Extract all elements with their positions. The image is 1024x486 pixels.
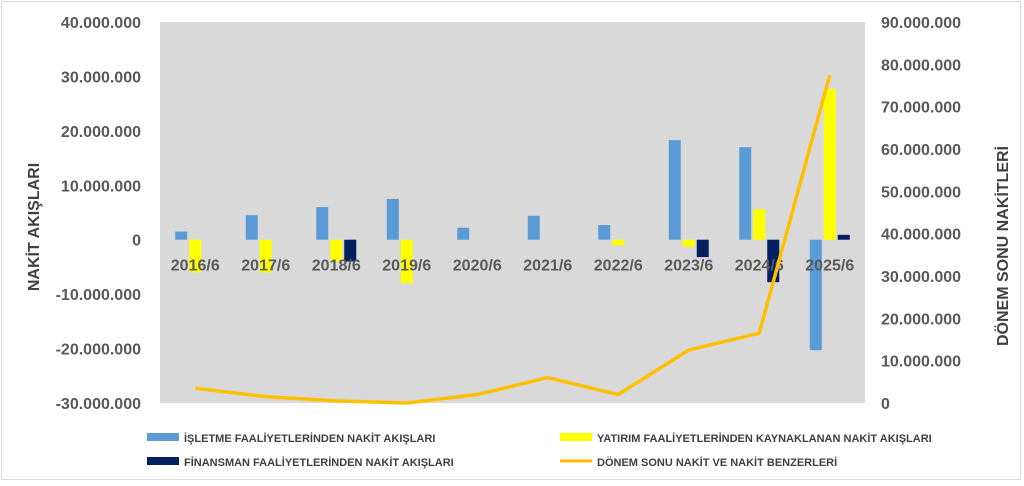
category-label: 2024/6 bbox=[735, 258, 784, 275]
right-tick-label: 40.000.000 bbox=[881, 227, 961, 244]
bar-series-0-9 bbox=[809, 239, 822, 351]
bars-group bbox=[175, 88, 850, 351]
bar-series-2-9 bbox=[837, 234, 850, 240]
category-label: 2021/6 bbox=[523, 258, 572, 275]
legend-label-financing: FİNANSMAN FAALİYETLERİNDEN NAKİT AKIŞLAR… bbox=[184, 456, 454, 469]
legend-label-cash-line: DÖNEM SONU NAKİT VE NAKİT BENZERLERİ bbox=[597, 456, 837, 469]
bar-series-1-3 bbox=[400, 239, 413, 284]
bar-series-2-2 bbox=[344, 239, 357, 262]
left-tick-label: 0 bbox=[132, 233, 141, 250]
left-tick-label: 20.000.000 bbox=[61, 124, 141, 141]
bar-series-0-6 bbox=[598, 225, 611, 240]
right-axis-title: DÖNEM SONU NAKİTLERİ bbox=[993, 146, 1012, 346]
bar-series-1-0 bbox=[189, 239, 202, 273]
right-tick-label: 60.000.000 bbox=[881, 142, 961, 159]
right-axis-ticks: 90.000.000 80.000.000 70.000.000 60.000.000… bbox=[881, 15, 961, 413]
left-tick-label: 40.000.000 bbox=[61, 15, 141, 32]
bar-series-0-8 bbox=[739, 147, 752, 240]
legend-swatch-financing bbox=[147, 457, 179, 465]
bar-series-1-2 bbox=[330, 239, 343, 262]
right-tick-label: 10.000.000 bbox=[881, 354, 961, 371]
bar-series-0-7 bbox=[668, 140, 681, 240]
category-label: 2016/6 bbox=[171, 258, 220, 275]
cash-line bbox=[195, 74, 832, 405]
bar-series-0-3 bbox=[386, 198, 399, 240]
bar-series-0-2 bbox=[316, 207, 329, 240]
left-tick-label: -10.000.000 bbox=[56, 287, 142, 304]
left-tick-label: -20.000.000 bbox=[56, 342, 142, 359]
left-tick-label: -30.000.000 bbox=[56, 396, 142, 413]
bar-series-1-6 bbox=[612, 239, 625, 246]
right-tick-label: 50.000.000 bbox=[881, 184, 961, 201]
right-tick-label: 70.000.000 bbox=[881, 100, 961, 117]
left-axis-title: NAKİT AKIŞLARI bbox=[25, 163, 43, 291]
right-tick-label: 30.000.000 bbox=[881, 269, 961, 286]
bar-series-1-8 bbox=[753, 209, 766, 240]
legend-swatch-investing bbox=[560, 433, 592, 441]
left-axis-ticks: 40.000.000 30.000.000 20.000.000 10.000.000… bbox=[56, 15, 142, 413]
bar-series-0-0 bbox=[175, 231, 188, 240]
right-tick-label: 0 bbox=[881, 396, 890, 413]
category-label: 2022/6 bbox=[594, 258, 643, 275]
category-label: 2019/6 bbox=[382, 258, 431, 275]
category-labels: 2016/6 2017/6 2018/6 2019/6 2020/6 2021/6 2022… bbox=[171, 258, 855, 275]
category-label: 2017/6 bbox=[241, 258, 290, 275]
right-tick-label: 90.000.000 bbox=[881, 15, 961, 32]
bar-series-1-7 bbox=[682, 239, 695, 247]
right-tick-label: 20.000.000 bbox=[881, 311, 961, 328]
bar-series-0-4 bbox=[457, 227, 470, 240]
legend: İŞLETME FAALİYETLERİNDEN NAKİT AKIŞLARI … bbox=[147, 432, 932, 469]
line-group bbox=[195, 74, 832, 405]
left-tick-label: 10.000.000 bbox=[61, 178, 141, 195]
bar-series-1-1 bbox=[259, 239, 272, 273]
category-label: 2018/6 bbox=[312, 258, 361, 275]
category-label: 2023/6 bbox=[664, 258, 713, 275]
bar-series-0-1 bbox=[245, 215, 258, 240]
legend-label-investing: YATIRIM FAALİYETLERİNDEN KAYNAKLANAN NAK… bbox=[597, 432, 932, 445]
category-label: 2020/6 bbox=[453, 258, 502, 275]
category-label: 2025/6 bbox=[805, 258, 854, 275]
left-tick-label: 30.000.000 bbox=[61, 69, 141, 86]
bar-series-2-7 bbox=[696, 239, 709, 258]
legend-label-operating: İŞLETME FAALİYETLERİNDEN NAKİT AKIŞLARI bbox=[184, 432, 435, 445]
bar-series-1-9 bbox=[823, 88, 836, 240]
bar-series-0-5 bbox=[527, 215, 540, 240]
legend-swatch-operating bbox=[147, 433, 179, 441]
right-tick-label: 80.000.000 bbox=[881, 57, 961, 74]
